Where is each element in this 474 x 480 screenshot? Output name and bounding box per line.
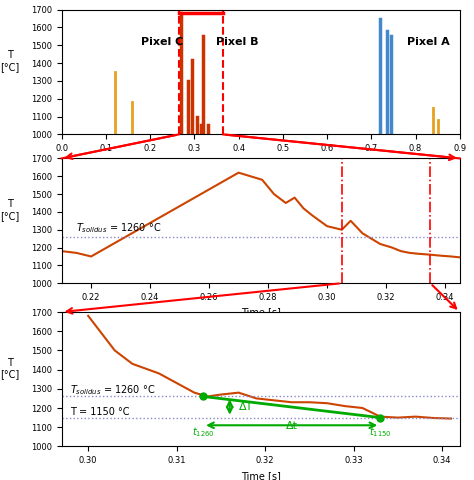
Text: $T_{solidus}$ = 1260 °C: $T_{solidus}$ = 1260 °C bbox=[71, 384, 156, 397]
Text: Pixel C: Pixel C bbox=[141, 37, 183, 47]
X-axis label: Time [s]: Time [s] bbox=[241, 159, 281, 168]
Text: $t_{1150}$: $t_{1150}$ bbox=[369, 425, 392, 439]
Text: Pixel B: Pixel B bbox=[217, 37, 259, 47]
Y-axis label: T
[°C]: T [°C] bbox=[0, 358, 19, 379]
Text: ΔT: ΔT bbox=[238, 402, 253, 412]
Text: $T_{solidus}$ = 1260 °C: $T_{solidus}$ = 1260 °C bbox=[76, 221, 162, 235]
Y-axis label: T
[°C]: T [°C] bbox=[0, 50, 19, 72]
Text: T = 1150 °C: T = 1150 °C bbox=[71, 407, 130, 417]
Y-axis label: T
[°C]: T [°C] bbox=[0, 199, 19, 221]
X-axis label: Time [s]: Time [s] bbox=[241, 308, 281, 317]
Text: Pixel A: Pixel A bbox=[407, 37, 449, 47]
Text: $t_{1260}$: $t_{1260}$ bbox=[192, 425, 215, 439]
X-axis label: Time [s]: Time [s] bbox=[241, 471, 281, 480]
Text: Δt: Δt bbox=[286, 421, 298, 431]
